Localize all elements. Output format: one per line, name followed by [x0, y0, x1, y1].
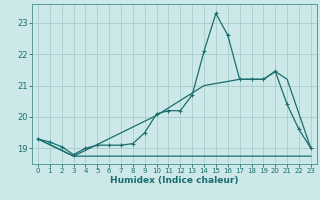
X-axis label: Humidex (Indice chaleur): Humidex (Indice chaleur): [110, 176, 239, 185]
